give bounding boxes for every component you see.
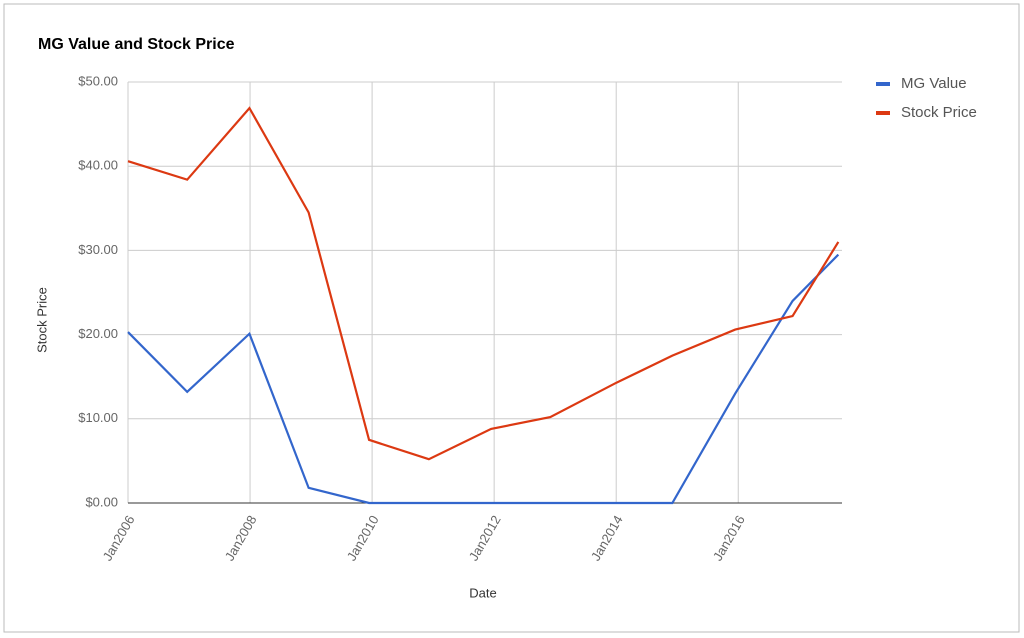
series-line [127,253,840,505]
y-tick-label: $30.00 [78,242,118,257]
series-line [127,106,840,461]
y-tick-label: $50.00 [78,73,118,88]
y-tick-label: $20.00 [78,326,118,341]
y-tick-label: $40.00 [78,158,118,173]
chart-frame [3,3,1020,633]
chart-title: MG Value and Stock Price [38,36,235,53]
y-tick-label: $10.00 [78,410,118,425]
legend-label: Stock Price [901,104,977,121]
y-tick-label: $0.00 [85,494,118,509]
x-axis-label: Date [469,585,496,600]
y-axis-label: Stock Price [34,287,49,353]
legend-label: MG Value [901,75,967,92]
